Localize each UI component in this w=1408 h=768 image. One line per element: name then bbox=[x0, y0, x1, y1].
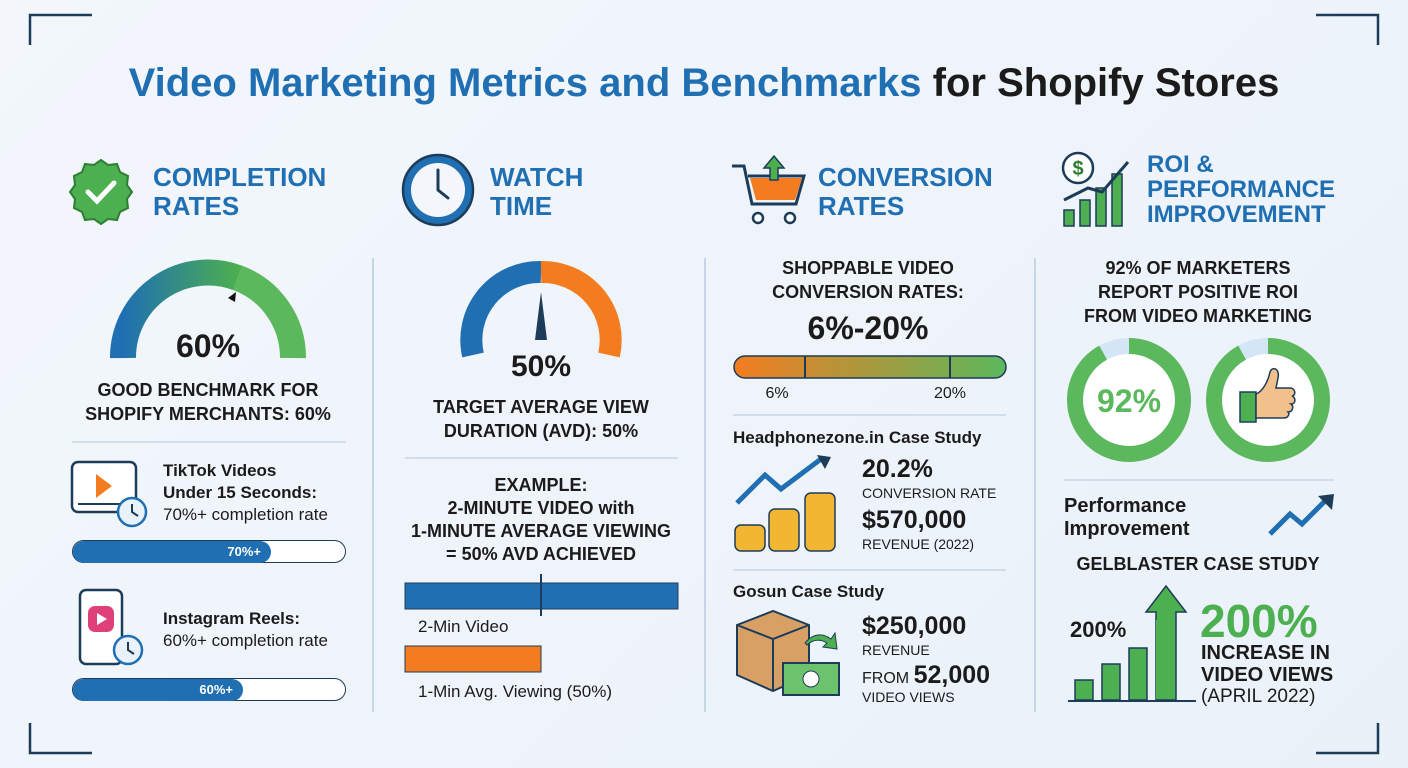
text-line: = 50% AVD ACHIEVED bbox=[446, 544, 636, 564]
donuts bbox=[1067, 338, 1330, 462]
case-stats: $250,000 REVENUE FROM 52,000 VIDEO VIEWS bbox=[862, 612, 991, 705]
text-line: FROM bbox=[862, 670, 910, 687]
text-line: Performance bbox=[1064, 495, 1187, 517]
chart-label: 200% bbox=[1070, 617, 1127, 642]
clock-icon bbox=[401, 153, 475, 227]
text-line: FROM VIDEO MARKETING bbox=[1084, 306, 1312, 326]
growth-chart bbox=[1068, 584, 1196, 702]
title-rest: for Shopify Stores bbox=[932, 61, 1280, 105]
text-line: ROI & bbox=[1147, 151, 1214, 178]
text-line: RATES bbox=[818, 191, 905, 221]
text-line: 20.2% bbox=[862, 455, 933, 483]
completion-gauge bbox=[109, 259, 307, 359]
text-line: INCREASE IN bbox=[1201, 642, 1330, 664]
range-bar bbox=[733, 355, 1007, 379]
heading: ROI & PERFORMANCE IMPROVEMENT bbox=[1147, 152, 1335, 227]
heading: COMPLETION RATES bbox=[153, 163, 326, 221]
text-line: 2-MINUTE VIDEO with bbox=[447, 498, 635, 518]
case-title: Gosun Case Study bbox=[733, 582, 885, 601]
text-line: 60%+ completion rate bbox=[163, 631, 328, 650]
title: Video Marketing Metrics and Benchmarks f… bbox=[129, 60, 1280, 106]
bar-label: 1-Min Avg. Viewing (50%) bbox=[418, 682, 613, 701]
heading: CONVERSION RATES bbox=[818, 163, 993, 221]
text-line: TikTok Videos bbox=[163, 461, 277, 480]
gauge-label: 50% bbox=[510, 350, 572, 383]
title-highlight: Video Marketing Metrics and Benchmarks bbox=[128, 61, 922, 105]
text-line: Instagram Reels: bbox=[163, 609, 300, 628]
video-icon bbox=[70, 460, 148, 528]
text-line: REPORT POSITIVE ROI bbox=[1097, 282, 1299, 302]
text-line: VIDEO VIEWS bbox=[1201, 664, 1334, 686]
text-line: $250,000 bbox=[862, 612, 967, 640]
text-line: REVENUE bbox=[862, 642, 930, 658]
watch-gauge bbox=[460, 261, 622, 358]
text-line: VIDEO VIEWS bbox=[862, 689, 955, 705]
text-line: RATES bbox=[153, 191, 240, 221]
text-line: REVENUE (2022) bbox=[862, 536, 975, 552]
text-line: CONVERSION bbox=[818, 162, 993, 192]
progress-fill: 60%+ bbox=[73, 679, 243, 701]
coins-icon bbox=[734, 455, 836, 552]
text-line: 1-MINUTE AVERAGE VIEWING bbox=[410, 521, 672, 541]
text-line: EXAMPLE: bbox=[494, 475, 588, 495]
benchmark: GOOD BENCHMARK FOR SHOPIFY MERCHANTS: 60% bbox=[85, 378, 331, 426]
big-value: 200% bbox=[1200, 595, 1318, 647]
text-line: COMPLETION bbox=[153, 162, 327, 192]
roi-icon: $ bbox=[1061, 151, 1130, 227]
gauge-label: 60% bbox=[175, 328, 241, 364]
text-line: SHOPIFY MERCHANTS: 60% bbox=[85, 404, 331, 424]
text-line: SHOPPABLE VIDEO bbox=[782, 258, 954, 278]
bar-label: 2-Min Video bbox=[418, 617, 509, 636]
cart-icon bbox=[732, 154, 806, 225]
tiktok-item: TikTok Videos Under 15 Seconds: 70%+ compl… bbox=[163, 460, 328, 526]
duration-bars bbox=[404, 574, 679, 673]
text-line: TIME bbox=[490, 191, 553, 221]
text-line: $570,000 bbox=[862, 506, 967, 534]
range: 6%-20% bbox=[807, 310, 929, 346]
box-icon bbox=[736, 609, 840, 696]
target: TARGET AVERAGE VIEW DURATION (AVD): 50% bbox=[433, 395, 649, 443]
statement: 92% OF MARKETERS REPORT POSITIVE ROI FROM … bbox=[1084, 256, 1312, 328]
svg-text:$: $ bbox=[1072, 158, 1083, 180]
range-tick: 6% bbox=[765, 385, 789, 402]
performance: Performance Improvement bbox=[1064, 495, 1190, 541]
big-label: INCREASE IN VIDEO VIEWS bbox=[1201, 642, 1333, 686]
text-line: GOOD BENCHMARK FOR bbox=[97, 380, 319, 400]
phone-icon bbox=[78, 588, 144, 666]
text-line: Under 15 Seconds: bbox=[163, 483, 317, 502]
case-title: GELBLASTER CASE STUDY bbox=[1076, 554, 1320, 574]
donut-label: 92% bbox=[1096, 383, 1162, 419]
trend-icon bbox=[1268, 494, 1334, 536]
progress-fill: 70%+ bbox=[73, 541, 271, 563]
date: (APRIL 2022) bbox=[1201, 686, 1316, 707]
text-line: CONVERSION RATES: bbox=[772, 282, 964, 302]
text-line: PERFORMANCE bbox=[1147, 176, 1336, 203]
text-line: 52,000 bbox=[913, 661, 991, 689]
text-line: IMPROVEMENT bbox=[1147, 201, 1326, 228]
subtitle: SHOPPABLE VIDEO CONVERSION RATES: bbox=[772, 256, 964, 304]
text-line: 70%+ completion rate bbox=[163, 505, 328, 524]
text-line: 92% OF MARKETERS bbox=[1105, 258, 1291, 278]
example: EXAMPLE: 2-MINUTE VIDEO with 1-MINUTE AVER… bbox=[411, 474, 671, 566]
text-line: CONVERSION RATE bbox=[862, 485, 997, 501]
range-tick: 20% bbox=[933, 385, 967, 402]
badge-icon bbox=[68, 158, 134, 226]
case-stats: 20.2% CONVERSION RATE $570,000 REVENUE (… bbox=[862, 455, 997, 552]
case-title: Headphonezone.in Case Study bbox=[733, 428, 982, 447]
heading: WATCH TIME bbox=[490, 163, 583, 221]
text-line: DURATION (AVD): 50% bbox=[443, 421, 639, 441]
text-line: Improvement bbox=[1064, 518, 1190, 540]
text-line: TARGET AVERAGE VIEW bbox=[433, 397, 649, 417]
instagram-item: Instagram Reels: 60%+ completion rate bbox=[163, 608, 328, 652]
text-line: WATCH bbox=[490, 162, 584, 192]
